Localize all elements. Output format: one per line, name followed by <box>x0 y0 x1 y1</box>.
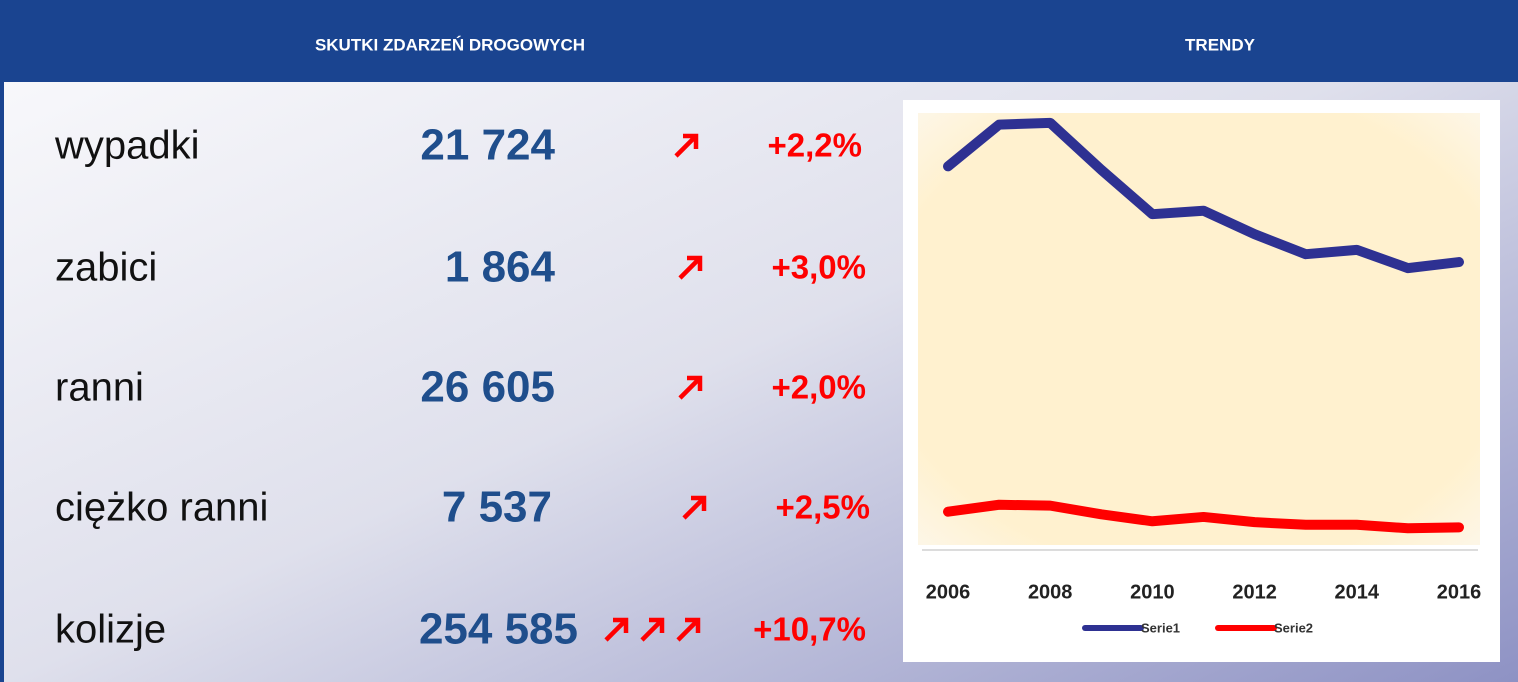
row-value: 26 605 <box>420 363 555 412</box>
row-value: 1 864 <box>445 243 556 292</box>
header-right: TRENDY <box>1185 35 1256 54</box>
plot-area <box>918 113 1480 545</box>
table: wypadki 21 724 +2,2% zabici 1 864 +3,0% … <box>54 121 870 654</box>
row-label: kolizje <box>55 608 166 652</box>
row-change: +2,0% <box>772 369 867 406</box>
x-tick-label: 2014 <box>1335 581 1380 603</box>
x-tick-label: 2008 <box>1028 581 1073 603</box>
row-change: +2,5% <box>776 489 871 526</box>
left-border <box>0 0 4 682</box>
x-tick-label: 2006 <box>926 581 971 603</box>
x-tick-label: 2016 <box>1437 581 1482 603</box>
row-label: ciężko ranni <box>55 486 268 530</box>
header-left: SKUTKI ZDARZEŃ DROGOWYCH <box>315 35 585 54</box>
header-bar <box>0 0 1518 82</box>
row-label: ranni <box>55 366 144 410</box>
row-label: zabici <box>55 246 157 290</box>
row-value: 254 585 <box>419 605 578 654</box>
legend-label: Serie2 <box>1274 620 1313 635</box>
legend-label: Serie1 <box>1141 620 1180 635</box>
row-label: wypadki <box>54 124 200 168</box>
x-tick-label: 2010 <box>1130 581 1175 603</box>
series-line <box>943 499 1464 534</box>
row-value: 7 537 <box>442 483 552 532</box>
row-change: +10,7% <box>753 611 866 648</box>
row-change: +3,0% <box>772 249 867 286</box>
series-line <box>943 117 1464 274</box>
row-change: +2,2% <box>768 127 863 164</box>
row-value: 21 724 <box>420 121 555 170</box>
x-tick-label: 2012 <box>1232 581 1277 603</box>
